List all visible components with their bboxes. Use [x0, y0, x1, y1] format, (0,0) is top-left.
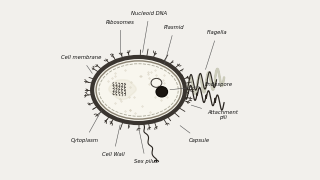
- Text: Nucleoid DNA: Nucleoid DNA: [131, 11, 167, 52]
- Text: Flagella: Flagella: [205, 30, 228, 69]
- Text: Sex pilus: Sex pilus: [134, 130, 158, 164]
- Ellipse shape: [156, 87, 168, 97]
- Text: Cytoplasm: Cytoplasm: [71, 110, 101, 143]
- Text: Plasmid: Plasmid: [164, 25, 185, 65]
- Text: Attachment
pili: Attachment pili: [191, 105, 238, 120]
- Text: Capsule: Capsule: [180, 126, 210, 143]
- Text: Endospore: Endospore: [170, 82, 233, 90]
- Text: Cell Wall: Cell Wall: [102, 125, 125, 157]
- Text: Cell membrane: Cell membrane: [61, 55, 101, 73]
- Text: Ribosomes: Ribosomes: [106, 20, 135, 52]
- Ellipse shape: [92, 57, 185, 123]
- Polygon shape: [109, 80, 136, 99]
